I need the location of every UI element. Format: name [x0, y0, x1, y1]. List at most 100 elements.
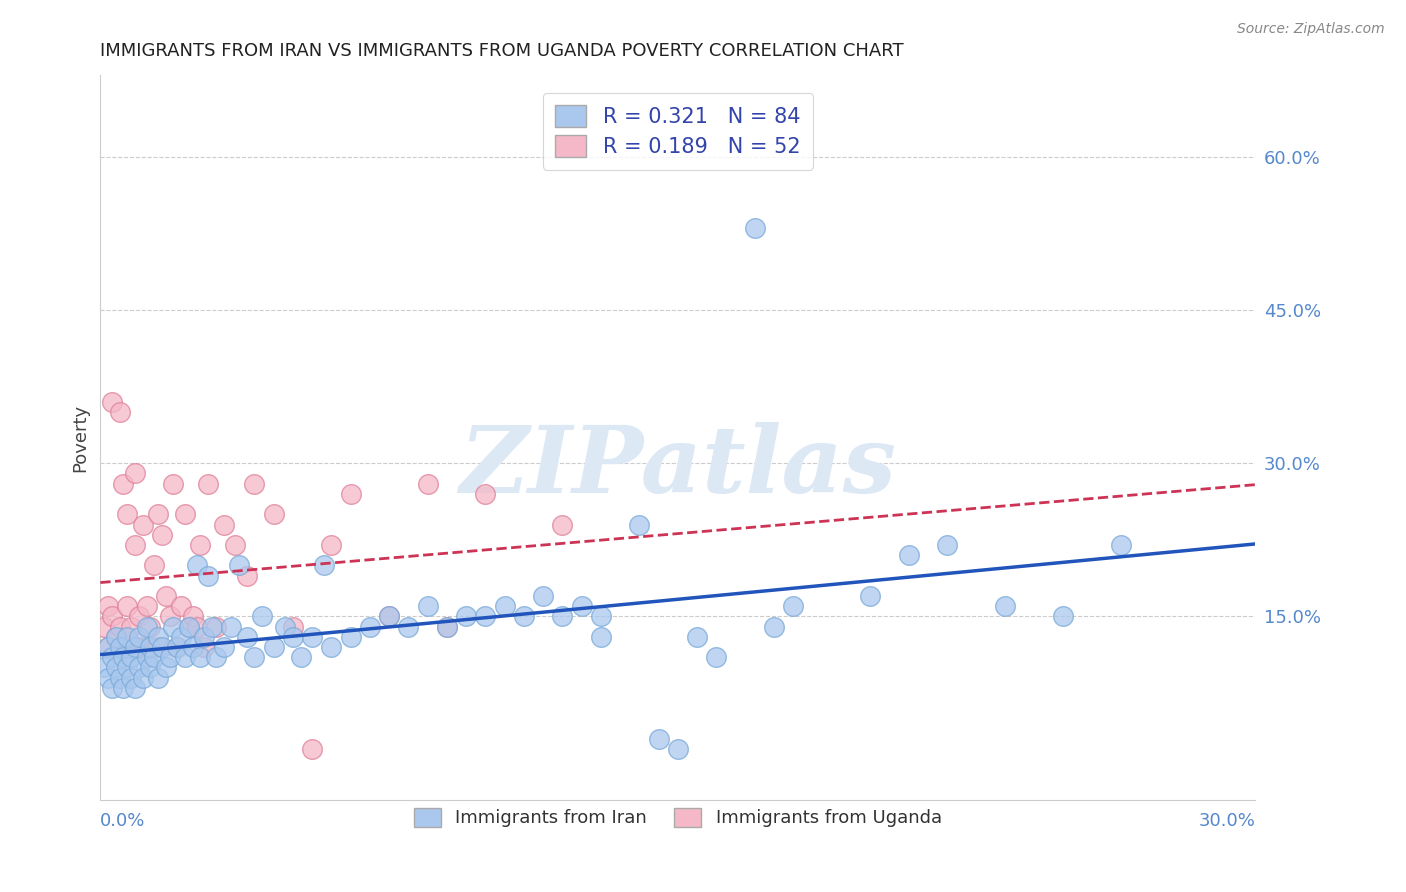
Point: [205, 650, 228, 665]
Point: [131, 671, 153, 685]
Point: [994, 599, 1017, 614]
Point: [174, 508, 197, 522]
Point: [205, 619, 228, 633]
Point: [571, 599, 593, 614]
Point: [93, 619, 115, 633]
Text: ZIPatlas: ZIPatlas: [460, 422, 896, 512]
Point: [181, 609, 204, 624]
Point: [436, 619, 458, 633]
Point: [416, 476, 439, 491]
Point: [193, 630, 215, 644]
Point: [143, 558, 166, 573]
Point: [378, 609, 401, 624]
Point: [589, 630, 612, 644]
Point: [666, 742, 689, 756]
Point: [321, 640, 343, 654]
Point: [281, 630, 304, 644]
Point: [112, 681, 135, 695]
Point: [243, 476, 266, 491]
Point: [108, 671, 131, 685]
Point: [1109, 538, 1132, 552]
Point: [135, 640, 157, 654]
Point: [416, 599, 439, 614]
Point: [201, 619, 224, 633]
Point: [704, 650, 727, 665]
Point: [686, 630, 709, 644]
Point: [139, 640, 162, 654]
Point: [212, 640, 235, 654]
Point: [243, 650, 266, 665]
Point: [146, 630, 169, 644]
Point: [112, 476, 135, 491]
Point: [159, 609, 181, 624]
Point: [97, 640, 120, 654]
Point: [186, 558, 208, 573]
Point: [197, 568, 219, 582]
Point: [124, 640, 146, 654]
Point: [197, 476, 219, 491]
Point: [117, 508, 139, 522]
Point: [186, 619, 208, 633]
Point: [128, 660, 150, 674]
Point: [628, 517, 651, 532]
Text: 30.0%: 30.0%: [1198, 813, 1256, 830]
Point: [155, 589, 177, 603]
Point: [647, 731, 669, 746]
Point: [120, 650, 142, 665]
Text: IMMIGRANTS FROM IRAN VS IMMIGRANTS FROM UGANDA POVERTY CORRELATION CHART: IMMIGRANTS FROM IRAN VS IMMIGRANTS FROM …: [100, 42, 904, 60]
Point: [135, 599, 157, 614]
Point: [193, 640, 215, 654]
Point: [589, 609, 612, 624]
Point: [97, 599, 120, 614]
Point: [112, 650, 135, 665]
Point: [150, 640, 173, 654]
Point: [97, 671, 120, 685]
Text: 0.0%: 0.0%: [100, 813, 146, 830]
Legend: Immigrants from Iran, Immigrants from Uganda: Immigrants from Iran, Immigrants from Ug…: [406, 801, 949, 835]
Point: [139, 660, 162, 674]
Point: [513, 609, 536, 624]
Point: [474, 487, 496, 501]
Point: [235, 630, 257, 644]
Point: [250, 609, 273, 624]
Point: [301, 742, 323, 756]
Point: [396, 619, 419, 633]
Point: [321, 538, 343, 552]
Point: [763, 619, 786, 633]
Point: [166, 640, 188, 654]
Point: [212, 517, 235, 532]
Point: [146, 640, 169, 654]
Point: [124, 538, 146, 552]
Point: [150, 527, 173, 541]
Point: [146, 671, 169, 685]
Point: [1052, 609, 1074, 624]
Point: [744, 221, 766, 235]
Point: [281, 619, 304, 633]
Point: [162, 476, 184, 491]
Point: [139, 619, 162, 633]
Point: [101, 609, 124, 624]
Point: [97, 640, 120, 654]
Point: [128, 640, 150, 654]
Point: [128, 609, 150, 624]
Point: [104, 630, 127, 644]
Point: [190, 650, 212, 665]
Point: [181, 640, 204, 654]
Point: [117, 660, 139, 674]
Point: [135, 650, 157, 665]
Point: [551, 609, 574, 624]
Y-axis label: Poverty: Poverty: [72, 404, 89, 472]
Point: [104, 660, 127, 674]
Point: [108, 405, 131, 419]
Point: [117, 599, 139, 614]
Point: [339, 487, 361, 501]
Point: [263, 640, 285, 654]
Point: [436, 619, 458, 633]
Point: [290, 650, 312, 665]
Point: [474, 609, 496, 624]
Point: [159, 650, 181, 665]
Point: [117, 630, 139, 644]
Point: [120, 619, 142, 633]
Point: [531, 589, 554, 603]
Point: [170, 599, 193, 614]
